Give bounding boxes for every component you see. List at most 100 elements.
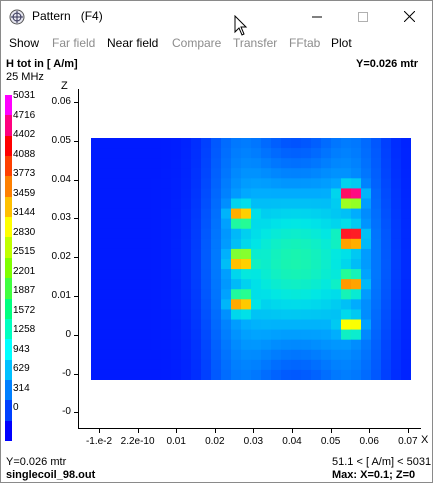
heatmap-cell bbox=[341, 148, 352, 159]
heatmap-cell bbox=[161, 148, 172, 159]
heatmap-cell bbox=[361, 329, 372, 341]
heatmap-cell bbox=[191, 289, 202, 300]
heatmap[interactable] bbox=[91, 138, 411, 380]
heatmap-cell bbox=[341, 238, 352, 250]
heatmap-cell bbox=[331, 359, 342, 371]
minimize-button[interactable] bbox=[294, 1, 340, 32]
heatmap-cell bbox=[191, 259, 202, 270]
heatmap-cell bbox=[181, 349, 192, 361]
heatmap-cell bbox=[131, 138, 142, 149]
heatmap-cell bbox=[101, 188, 112, 200]
heatmap-cell bbox=[311, 168, 322, 179]
close-button[interactable] bbox=[386, 1, 432, 32]
heatmap-cell bbox=[221, 178, 232, 190]
heatmap-cell bbox=[221, 218, 232, 230]
heatmap-cell bbox=[91, 369, 102, 380]
heatmap-cell bbox=[271, 329, 282, 341]
title-bar[interactable]: Pattern (F4) bbox=[1, 1, 432, 32]
heatmap-cell bbox=[251, 259, 262, 270]
heatmap-cell bbox=[191, 329, 202, 341]
heatmap-cell bbox=[381, 248, 392, 260]
heatmap-cell bbox=[241, 248, 252, 260]
heatmap-cell bbox=[221, 148, 232, 159]
heatmap-cell bbox=[321, 319, 332, 331]
z-axis-label: Z bbox=[61, 80, 68, 92]
heatmap-cell bbox=[301, 248, 312, 260]
heatmap-cell bbox=[101, 138, 112, 149]
heatmap-cell bbox=[241, 228, 252, 240]
maximize-button[interactable] bbox=[340, 1, 386, 32]
legend-value: 3773 bbox=[13, 168, 36, 179]
heatmap-cell bbox=[211, 309, 222, 321]
quantity-label: H tot in [ A/m] bbox=[6, 58, 78, 70]
heatmap-cell bbox=[111, 218, 122, 230]
heatmap-cell bbox=[311, 248, 322, 260]
heatmap-cell bbox=[351, 248, 362, 260]
heatmap-cell bbox=[391, 198, 402, 210]
heatmap-cell bbox=[221, 369, 232, 380]
heatmap-cell bbox=[351, 349, 362, 361]
heatmap-cell bbox=[211, 339, 222, 351]
heatmap-cell bbox=[371, 138, 382, 149]
heatmap-cell bbox=[381, 299, 392, 311]
heatmap-cell bbox=[171, 148, 182, 159]
y-tick-label: 0.05 bbox=[51, 134, 71, 146]
heatmap-cell bbox=[151, 198, 162, 210]
heatmap-cell bbox=[161, 369, 172, 380]
menu-plot[interactable]: Plot bbox=[331, 36, 352, 50]
heatmap-cell bbox=[401, 309, 411, 321]
heatmap-cell bbox=[111, 238, 122, 250]
heatmap-cell bbox=[301, 198, 312, 210]
menu-fftab[interactable]: FFtab bbox=[289, 36, 321, 50]
heatmap-cell bbox=[181, 369, 192, 380]
heatmap-cell bbox=[121, 228, 132, 240]
heatmap-cell bbox=[101, 309, 112, 321]
heatmap-cell bbox=[291, 218, 302, 230]
heatmap-cell bbox=[111, 359, 122, 371]
heatmap-cell bbox=[331, 188, 342, 200]
heatmap-cell bbox=[341, 208, 352, 220]
heatmap-cell bbox=[131, 238, 142, 250]
heatmap-cell bbox=[151, 218, 162, 230]
heatmap-cell bbox=[301, 299, 312, 311]
heatmap-cell bbox=[361, 238, 372, 250]
heatmap-cell bbox=[251, 359, 262, 371]
heatmap-cell bbox=[191, 148, 202, 159]
heatmap-cell bbox=[121, 319, 132, 331]
mouse-cursor-icon bbox=[234, 15, 248, 36]
heatmap-cell bbox=[101, 329, 112, 341]
menu-transfer[interactable]: Transfer bbox=[233, 36, 278, 50]
heatmap-cell bbox=[251, 178, 262, 190]
menu-show[interactable]: Show bbox=[9, 36, 40, 50]
x-tick-label: 0.02 bbox=[205, 436, 225, 447]
heatmap-cell bbox=[221, 319, 232, 331]
heatmap-cell bbox=[171, 309, 182, 321]
heatmap-cell bbox=[141, 329, 152, 341]
heatmap-cell bbox=[291, 138, 302, 149]
heatmap-cell bbox=[351, 319, 362, 331]
menu-far-field[interactable]: Far field bbox=[52, 36, 96, 50]
heatmap-cell bbox=[321, 349, 332, 361]
heatmap-cell bbox=[401, 228, 411, 240]
heatmap-cell bbox=[101, 359, 112, 371]
x-tick-mark bbox=[137, 429, 139, 433]
y-tick-label: 0.06 bbox=[51, 96, 71, 107]
heatmap-cell bbox=[211, 279, 222, 290]
heatmap-cell bbox=[121, 138, 132, 149]
heatmap-cell bbox=[371, 178, 382, 190]
heatmap-cell bbox=[401, 218, 411, 230]
menu-compare[interactable]: Compare bbox=[172, 36, 222, 50]
menu-near-field[interactable]: Near field bbox=[107, 36, 159, 50]
heatmap-cell bbox=[171, 359, 182, 371]
heatmap-cell bbox=[221, 198, 232, 210]
heatmap-cell bbox=[311, 279, 322, 290]
heatmap-cell bbox=[391, 238, 402, 250]
plot-area[interactable] bbox=[78, 89, 421, 429]
heatmap-cell bbox=[121, 309, 132, 321]
heatmap-cell bbox=[231, 158, 242, 169]
heatmap-cell bbox=[341, 188, 352, 200]
heatmap-cell bbox=[291, 319, 302, 331]
heatmap-cell bbox=[281, 208, 292, 220]
heatmap-cell bbox=[91, 339, 102, 351]
heatmap-cell bbox=[371, 359, 382, 371]
